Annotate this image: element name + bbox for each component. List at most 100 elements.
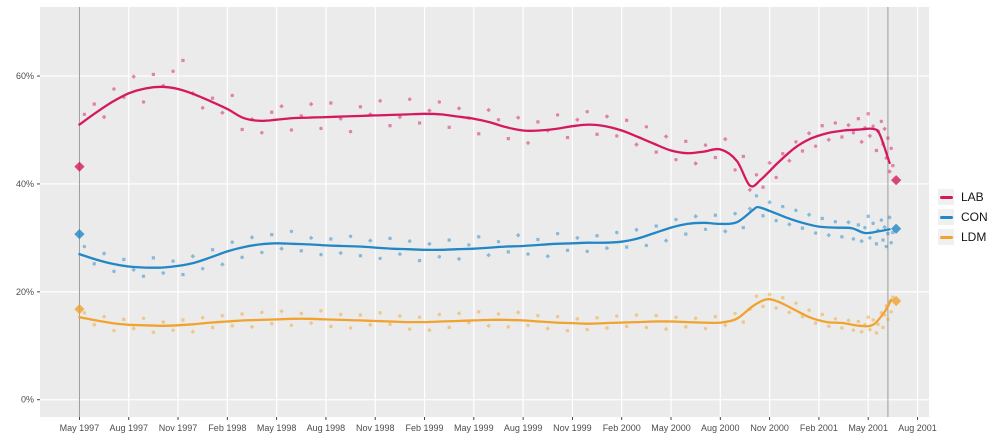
poll-point — [358, 313, 363, 317]
poll-point — [733, 211, 737, 216]
poll-point — [713, 213, 717, 217]
poll-point — [806, 307, 812, 313]
poll-point — [230, 240, 234, 244]
poll-point — [813, 144, 818, 148]
poll-point — [871, 318, 875, 322]
poll-point — [536, 313, 540, 318]
poll-point — [388, 124, 392, 128]
poll-point — [595, 234, 599, 238]
poll-point — [427, 327, 432, 333]
poll-point — [879, 218, 884, 222]
legend-item-ldm: LDM — [938, 227, 988, 247]
poll-point — [644, 125, 649, 129]
poll-point — [437, 312, 442, 317]
poll-point — [92, 323, 96, 327]
legend-label-lab: LAB — [961, 190, 984, 204]
poll-point — [761, 304, 765, 309]
y-tick-label: 60% — [16, 71, 34, 81]
poll-point — [200, 266, 205, 271]
poll-point — [741, 154, 745, 159]
poll-point — [625, 324, 629, 328]
poll-point — [840, 135, 844, 139]
poll-point — [270, 233, 274, 237]
poll-point — [456, 256, 462, 262]
poll-point — [866, 315, 870, 319]
poll-point — [270, 110, 274, 114]
poll-point — [886, 317, 890, 321]
poll-point — [722, 323, 728, 328]
poll-point — [871, 124, 875, 128]
poll-point — [299, 114, 303, 118]
poll-point — [151, 330, 155, 334]
legend-key-ldm — [938, 229, 954, 245]
poll-point — [585, 109, 589, 114]
poll-point — [767, 292, 772, 297]
x-tick-label: Feb 1998 — [208, 423, 246, 433]
poll-point — [82, 311, 87, 315]
legend-key-con — [938, 209, 954, 225]
poll-point — [397, 313, 403, 319]
poll-point — [536, 120, 540, 124]
poll-point — [891, 164, 895, 168]
poll-point — [833, 317, 838, 321]
x-tick-label: Feb 1999 — [406, 423, 444, 433]
poll-point — [889, 310, 893, 314]
poll-point — [684, 325, 688, 329]
poll-point — [754, 294, 759, 298]
poll-point — [867, 327, 873, 332]
poll-point — [122, 317, 126, 321]
poll-point — [741, 226, 745, 230]
poll-point — [813, 321, 818, 325]
poll-point — [754, 173, 759, 177]
x-tick-label: Aug 2001 — [898, 423, 937, 433]
poll-point — [92, 262, 96, 266]
y-tick-label: 40% — [16, 179, 34, 189]
poll-point — [856, 223, 860, 227]
poll-point — [417, 121, 422, 125]
poll-point — [506, 137, 510, 141]
x-tick-label: Nov 1998 — [356, 423, 395, 433]
poll-point — [733, 168, 737, 172]
poll-point — [171, 259, 175, 263]
poll-point — [477, 235, 481, 239]
poll-point — [856, 117, 860, 121]
poll-point — [615, 134, 619, 138]
x-tick-label: May 2000 — [651, 423, 691, 433]
poll-point — [408, 327, 412, 331]
x-tick-label: Aug 1998 — [307, 423, 346, 433]
legend-key-lab — [938, 189, 954, 205]
poll-point — [800, 315, 805, 319]
poll-point — [260, 250, 264, 255]
poll-point — [674, 217, 678, 222]
poll-point — [891, 230, 895, 235]
poll-point — [595, 132, 599, 136]
poll-point — [329, 237, 333, 241]
election-result-marker — [74, 229, 85, 240]
legend: LAB CON LDM — [938, 187, 988, 247]
poll-point — [781, 296, 785, 300]
poll-point — [515, 310, 521, 315]
poll-point — [447, 238, 451, 242]
poll-point — [625, 118, 629, 122]
x-tick-label: Nov 1997 — [159, 423, 198, 433]
poll-point — [634, 312, 639, 318]
x-tick-label: Aug 1997 — [109, 423, 148, 433]
poll-point — [200, 106, 205, 110]
poll-point — [846, 318, 851, 323]
poll-point — [358, 254, 363, 258]
poll-point — [299, 249, 303, 253]
poll-point — [703, 326, 708, 331]
poll-point — [555, 231, 560, 236]
poll-point — [210, 96, 215, 100]
poll-point — [417, 258, 422, 263]
y-tick-label: 20% — [16, 287, 34, 297]
poll-point — [230, 93, 234, 98]
poll-point — [703, 227, 708, 231]
poll-point — [654, 224, 658, 228]
poll-point — [555, 314, 560, 319]
poll-point — [308, 320, 314, 326]
legend-item-lab: LAB — [938, 187, 988, 207]
poll-point — [833, 220, 838, 224]
